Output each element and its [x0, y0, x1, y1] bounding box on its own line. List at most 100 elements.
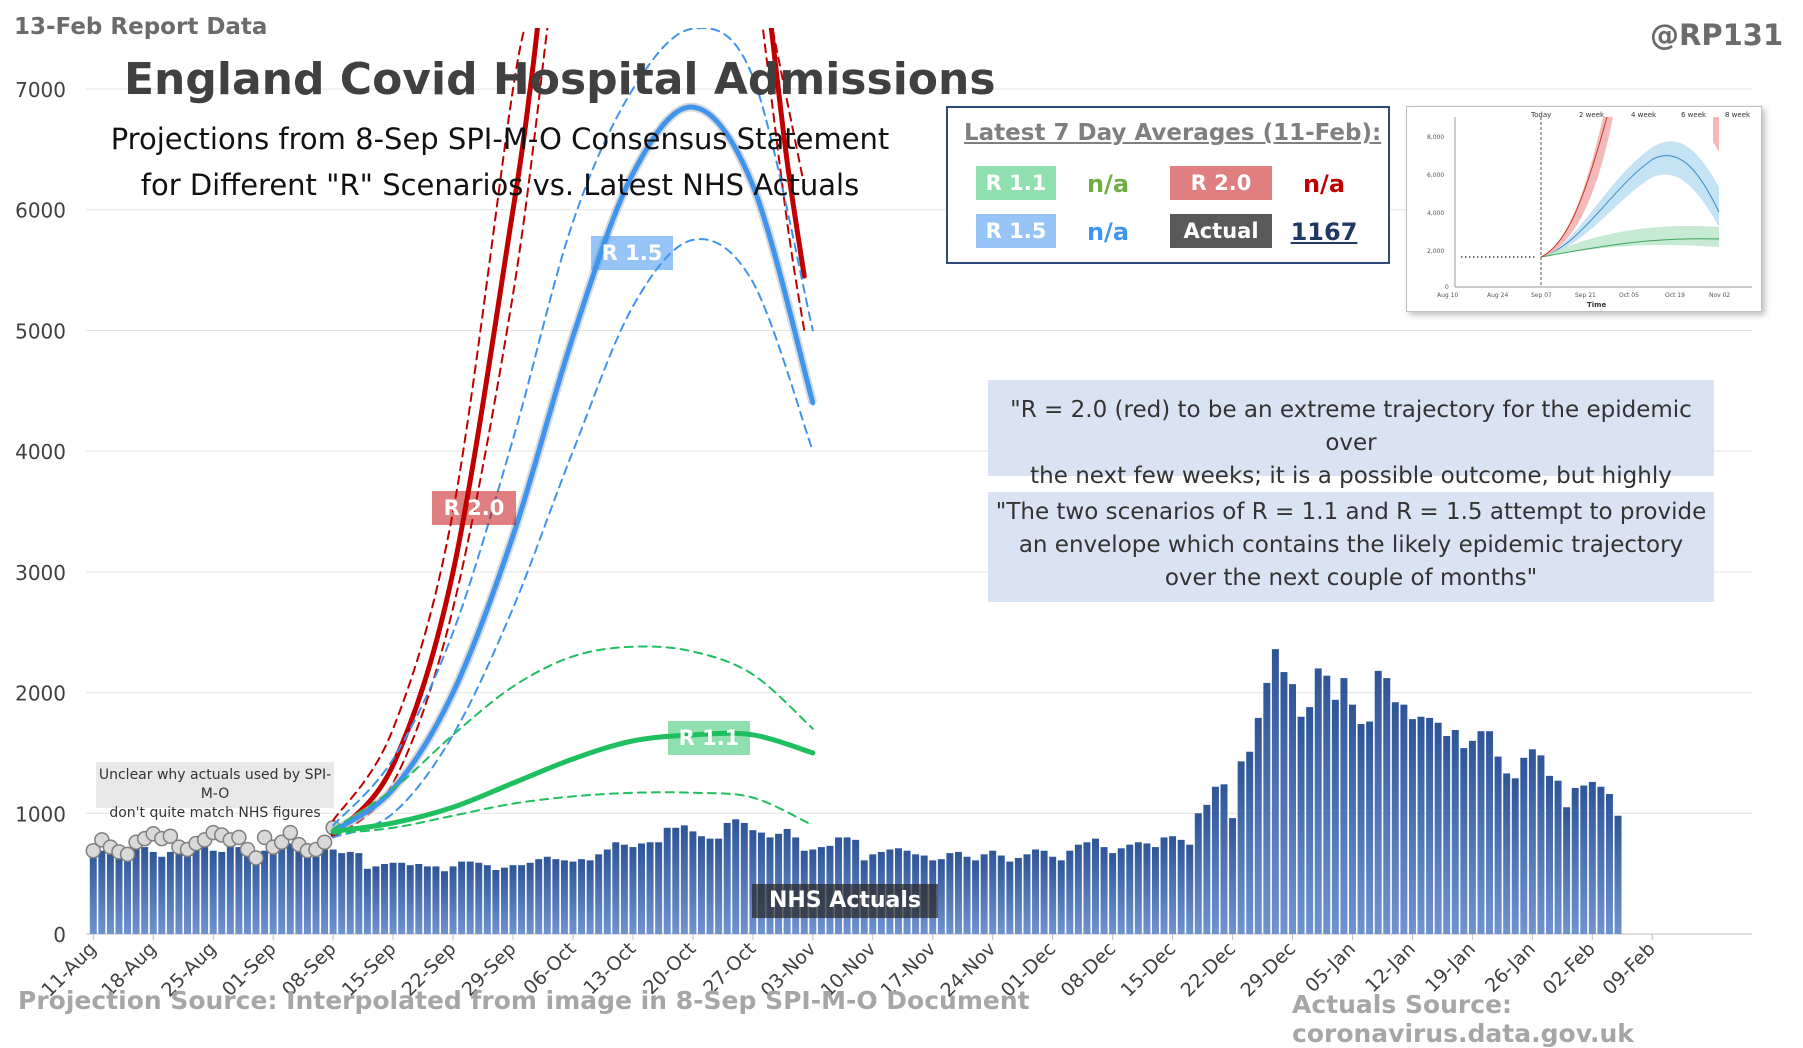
actuals-bar [1580, 785, 1588, 934]
actuals-bar [423, 866, 431, 934]
y-tick-label: 5000 [15, 319, 66, 343]
legend-r11-value: n/a [1086, 170, 1130, 198]
actuals-bar [1014, 857, 1022, 934]
actuals-bar [620, 844, 628, 934]
series-line-r-2-0-late- [768, 28, 807, 279]
quote2-line2: an envelope which contains the likely ep… [1018, 532, 1684, 558]
actuals-bar [569, 861, 577, 934]
projection-lines [330, 28, 818, 839]
inset-r15-band [1541, 141, 1719, 257]
inset-header-2week: 2 week [1579, 111, 1605, 119]
actuals-bar [1443, 736, 1451, 934]
actuals-bar [1349, 704, 1356, 934]
grey-marker [85, 842, 102, 859]
legend-r20-pill: R 2.0 [1170, 166, 1272, 200]
subtitle-line-1: Projections from 8-Sep SPI-M-O Consensus… [110, 122, 890, 156]
actuals-bar [543, 856, 551, 934]
grey-marker [231, 829, 247, 846]
actuals-bar [1229, 818, 1237, 934]
actuals-bar [278, 838, 286, 934]
actuals-bar [1494, 756, 1502, 934]
actuals-bar [1571, 787, 1579, 934]
actuals-bar [937, 859, 945, 934]
actuals-bar [98, 850, 106, 934]
actuals-bar [732, 819, 740, 934]
actuals-bar [149, 851, 157, 934]
actuals-bar [1263, 682, 1271, 934]
inset-xtick-nov02: Nov 02 [1709, 292, 1730, 299]
y-tick-label: 6000 [15, 199, 66, 223]
grey-marker [282, 824, 299, 841]
grey-marker [256, 829, 273, 846]
actuals-bar [603, 849, 611, 934]
actuals-bar [1297, 716, 1305, 934]
actuals-bar [1511, 778, 1519, 934]
actuals-bar [1597, 786, 1605, 934]
actuals-bar [192, 842, 200, 934]
page-title: England Covid Hospital Admissions [124, 54, 996, 105]
actuals-bar [972, 860, 980, 934]
actuals-bar [757, 832, 765, 934]
x-tick-label: 05-Jan [1301, 938, 1360, 997]
quote1-line1: "R = 2.0 (red) to be an extreme trajecto… [1010, 397, 1692, 456]
y-tick-label: 1000 [15, 802, 66, 826]
series-line-r-1-5 [330, 104, 816, 834]
actuals-bar [1537, 755, 1545, 934]
inset-header-6week: 6 week [1681, 111, 1707, 119]
series-line-r-1-5-lower [332, 238, 814, 839]
note-line2: don't quite match NHS figures [109, 805, 321, 821]
actuals-bar [1237, 761, 1245, 934]
actuals-bar [1254, 717, 1262, 934]
r11-line-label: R 1.1 [668, 721, 750, 755]
series-line-r-1-5-upper [332, 28, 814, 827]
actuals-bar [954, 851, 962, 934]
actuals-bar [1417, 716, 1425, 934]
inset-xtick-aug10: Aug 10 [1437, 292, 1458, 299]
nhs-actuals-bars [89, 649, 1622, 934]
grey-marker [316, 834, 333, 851]
actuals-bar [997, 855, 1005, 934]
actuals-bar [1528, 749, 1536, 934]
actuals-bar [415, 863, 423, 934]
actuals-bar [689, 831, 697, 934]
actuals-bar [672, 827, 680, 934]
actuals-bar [115, 855, 123, 934]
actuals-bar [483, 865, 491, 934]
actuals-bar [1143, 843, 1151, 934]
actuals-bar [1357, 723, 1365, 934]
inset-header-today: Today [1530, 111, 1551, 119]
actuals-bar [1092, 838, 1099, 934]
actuals-bar [1177, 839, 1185, 934]
actuals-bar [235, 847, 243, 934]
inset-chart: Today 2 week 4 week 6 week 8 week 8,000 … [1427, 111, 1752, 309]
actuals-bar [398, 862, 406, 934]
actuals-bar [132, 848, 140, 934]
actuals-bar [252, 851, 260, 934]
actuals-bar [509, 865, 517, 934]
actuals-bar [1211, 786, 1219, 934]
actuals-bar [749, 830, 757, 934]
actuals-bar [1126, 844, 1134, 934]
actuals-bar [1588, 781, 1596, 934]
actuals-bar [1134, 842, 1142, 934]
report-tag: 13-Feb Report Data [14, 14, 268, 40]
actuals-bar [346, 851, 354, 934]
actuals-bar [449, 866, 457, 934]
actuals-bar [697, 836, 705, 934]
y-tick-label: 7000 [15, 78, 66, 102]
actuals-bar [595, 854, 603, 934]
actuals-bar [1074, 844, 1082, 934]
actuals-bar [329, 849, 337, 934]
actuals-bar [1366, 721, 1374, 934]
actuals-bar [1220, 784, 1228, 934]
actuals-bar [1331, 699, 1339, 934]
actuals-bar [989, 850, 997, 934]
actuals-bar [184, 844, 191, 934]
inset-ytick-0: 0 [1445, 284, 1449, 291]
inset-x-title: Time [1587, 301, 1606, 309]
actuals-bar [1554, 780, 1562, 934]
actuals-bar [535, 859, 543, 934]
actuals-bar [1546, 775, 1553, 934]
series-line-r-2-0 [330, 28, 540, 838]
actuals-bar [578, 859, 586, 934]
